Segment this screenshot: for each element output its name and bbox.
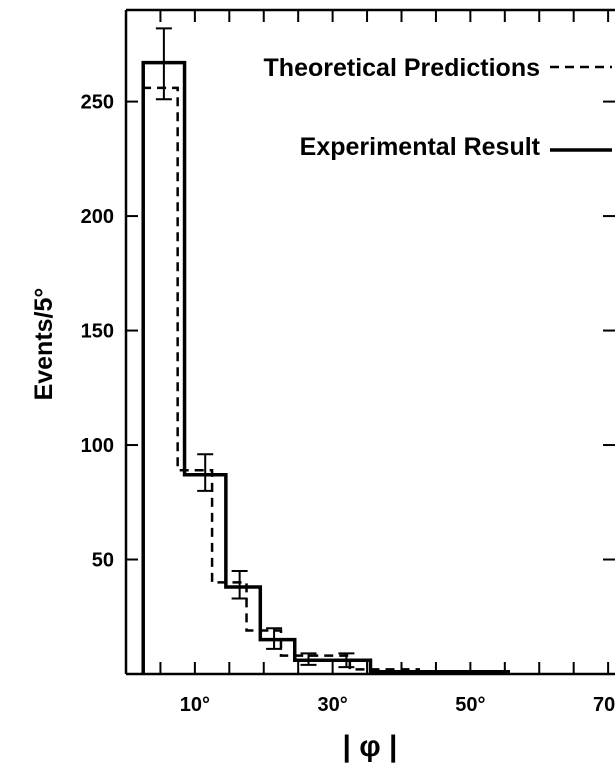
theoretical-prediction-line (141, 86, 489, 674)
x-axis-label: | φ | (343, 730, 398, 763)
y-tick-label: 50 (92, 550, 114, 572)
series-layer (141, 27, 510, 674)
plot-frame (124, 8, 615, 676)
axis-ticks (126, 10, 615, 674)
y-tick-label: 100 (81, 435, 114, 457)
y-tick-label: 150 (81, 321, 114, 343)
experimental-result-line (141, 60, 510, 674)
y-tick-label: 250 (81, 92, 114, 114)
y-tick-label: 200 (81, 206, 114, 228)
legend-label: Theoretical Predictions (264, 54, 540, 82)
legend: Theoretical Predictions Experimental Resu… (264, 54, 612, 161)
x-tick-label: 70° (593, 694, 615, 716)
x-tick-label: 10° (180, 694, 210, 716)
axis-tick-labels: 50 100 150 200 250 10° 30° 50° 70° (81, 92, 615, 716)
y-axis-label: Events/5° (30, 288, 58, 401)
x-tick-label: 30° (317, 694, 347, 716)
x-tick-label: 50° (455, 694, 485, 716)
legend-label: Experimental Result (300, 133, 541, 161)
